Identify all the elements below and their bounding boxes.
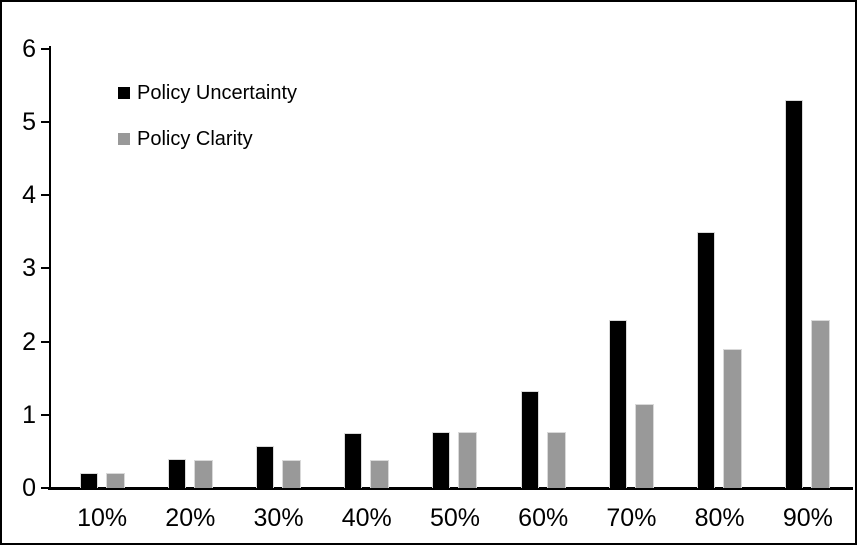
y-tick-label: 0 — [22, 474, 36, 502]
x-axis-labels: 10% 20% 30% 40% 50% 60% 70% 80% 90% — [58, 502, 852, 534]
bar-group — [146, 48, 234, 488]
bar-policy-clarity — [282, 460, 302, 488]
bar-policy-uncertainty — [608, 320, 627, 488]
x-category-label: 50% — [429, 504, 480, 532]
bar-group — [234, 48, 322, 488]
bar-policy-uncertainty — [344, 433, 363, 488]
y-tick — [41, 413, 50, 416]
bar-policy-uncertainty — [256, 446, 275, 488]
y-tick — [41, 267, 50, 270]
bar-policy-clarity — [193, 460, 213, 488]
y-tick-label: 1 — [22, 400, 36, 429]
bar-group — [499, 48, 587, 488]
bar-policy-uncertainty — [785, 100, 804, 488]
bar-policy-clarity — [370, 460, 390, 488]
bar-policy-uncertainty — [432, 432, 451, 488]
bar-policy-uncertainty — [520, 391, 539, 488]
legend: Policy Uncertainty Policy Clarity — [118, 80, 297, 172]
bar-policy-clarity — [811, 320, 831, 488]
bar-group — [323, 48, 411, 488]
y-tick-label: 5 — [22, 108, 36, 136]
bar-policy-uncertainty — [167, 459, 186, 488]
x-category-label: 10% — [77, 504, 128, 532]
bar-policy-clarity — [723, 349, 743, 488]
x-category-label: 90% — [782, 504, 833, 532]
x-category-label: 40% — [341, 504, 392, 532]
y-tick — [41, 194, 50, 197]
x-category-label: 30% — [253, 504, 304, 532]
y-tick-label: 6 — [22, 34, 36, 63]
bar-group — [411, 48, 499, 488]
y-tick-label: 4 — [22, 181, 36, 210]
bar-policy-uncertainty — [697, 232, 716, 488]
legend-entry-policy-uncertainty: Policy Uncertainty — [118, 80, 297, 106]
x-axis-line — [48, 487, 853, 490]
bar-policy-clarity — [105, 473, 125, 488]
y-tick — [41, 47, 50, 50]
x-category-label: 60% — [518, 504, 569, 532]
bar-group — [58, 48, 146, 488]
bar-group — [764, 48, 852, 488]
legend-label-policy-uncertainty: Policy Uncertainty — [137, 81, 298, 104]
y-tick-label: 3 — [22, 254, 36, 283]
legend-entry-policy-clarity: Policy Clarity — [118, 126, 297, 152]
x-category-label: 70% — [606, 504, 657, 532]
y-tick — [41, 340, 50, 343]
legend-label-policy-clarity: Policy Clarity — [137, 127, 253, 150]
y-tick — [41, 121, 50, 123]
y-tick — [41, 487, 50, 489]
bar-policy-clarity — [458, 432, 478, 488]
y-tick-label: 2 — [22, 327, 36, 356]
y-axis-line — [49, 46, 51, 489]
bar-policy-clarity — [546, 432, 566, 488]
x-category-label: 80% — [694, 504, 745, 532]
bar-policy-uncertainty — [79, 473, 98, 488]
bar-group — [676, 48, 764, 488]
bar-group — [587, 48, 675, 488]
legend-marker-policy-uncertainty-icon — [118, 87, 130, 99]
x-category-label: 20% — [165, 504, 216, 532]
legend-marker-policy-clarity-icon — [118, 133, 130, 145]
plot-area — [58, 48, 852, 488]
bar-policy-clarity — [634, 404, 654, 488]
